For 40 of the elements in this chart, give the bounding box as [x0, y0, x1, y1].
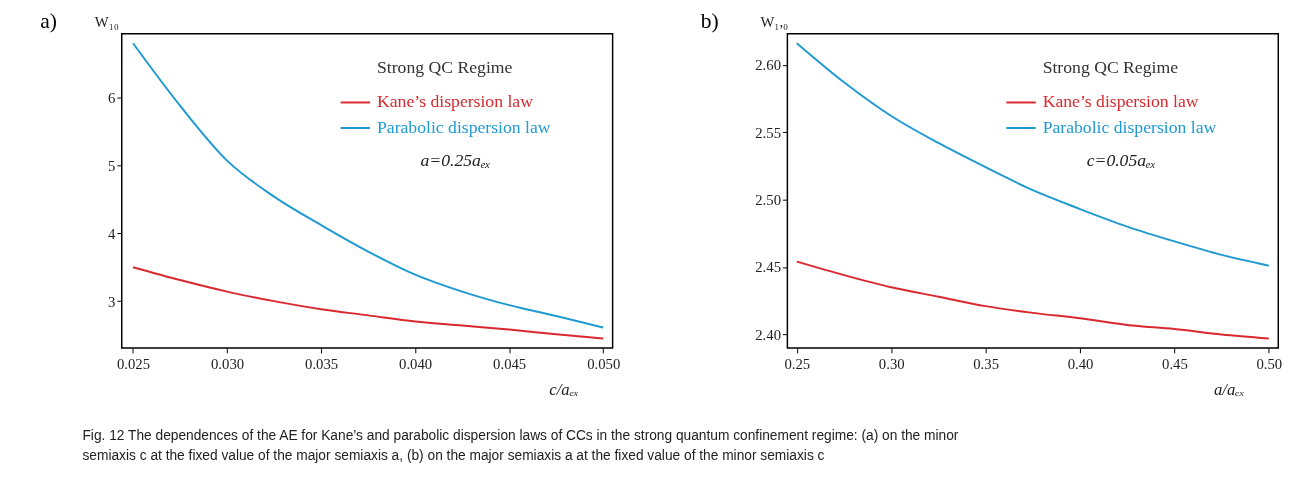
x-tick-label: 0.45: [1162, 356, 1188, 373]
x-tick-label: 0.050: [587, 356, 621, 373]
legend-label: Parabolic dispersion law: [1042, 116, 1217, 137]
annotation: a=0.25aₑₓ: [420, 150, 491, 171]
legend-label: Kane’s dispersion law: [1042, 91, 1199, 112]
y-tick-label: 2.55: [755, 124, 781, 141]
line-series: [132, 266, 605, 340]
y-axis-title: W₁,₀: [760, 14, 789, 31]
legend-title: Strong QC Regime: [377, 57, 513, 78]
y-tick-label: 2.45: [755, 259, 781, 276]
x-tick-label: 0.035: [305, 356, 339, 373]
x-tick-label: 0.35: [973, 356, 999, 373]
legend-label: Kane’s dispersion law: [377, 91, 534, 112]
caption: Fig. 12 The dependences of the AE for Kane’s and parabolic dispersion laws of CCs in the strong quantum confinement regime: (a) on the minor semiaxis c at the fixed value of the major semiaxis a, (b) on the major semiaxis a at the fixed value of the minor semiaxis c: [82, 428, 959, 463]
y-tick-label: 2.40: [755, 326, 781, 343]
x-axis-title: a/aₑₓ: [1213, 379, 1245, 399]
legend-label: Parabolic dispersion law: [377, 116, 551, 137]
line-series: [795, 42, 1270, 267]
legend-title: Strong QC Regime: [1042, 57, 1179, 78]
chart-title: a): [40, 8, 58, 33]
x-tick-label: 0.30: [878, 356, 905, 373]
annotation: c=0.05aₑₓ: [1086, 150, 1156, 171]
x-tick-label: 0.25: [784, 356, 811, 373]
y-tick-label: 5: [108, 157, 116, 174]
x-tick-label: 0.030: [210, 356, 245, 373]
x-tick-label: 0.040: [399, 356, 433, 373]
y-axis-title: W₁₀: [94, 14, 119, 31]
x-axis-title: c/aₑₓ: [549, 379, 579, 399]
line-series: [795, 260, 1270, 340]
y-tick-label: 4: [108, 225, 116, 242]
y-tick-label: 2.50: [755, 192, 781, 208]
x-tick-label: 0.045: [493, 356, 527, 373]
y-tick-label: 6: [108, 89, 116, 106]
y-tick-label: 2.60: [755, 57, 781, 74]
x-tick-label: 0.40: [1067, 356, 1094, 373]
y-tick-label: 3: [108, 293, 116, 310]
line-series: [132, 42, 605, 329]
x-tick-label: 0.025: [116, 356, 151, 373]
x-tick-label: 0.50: [1256, 356, 1283, 373]
chart-title: b): [700, 8, 719, 33]
